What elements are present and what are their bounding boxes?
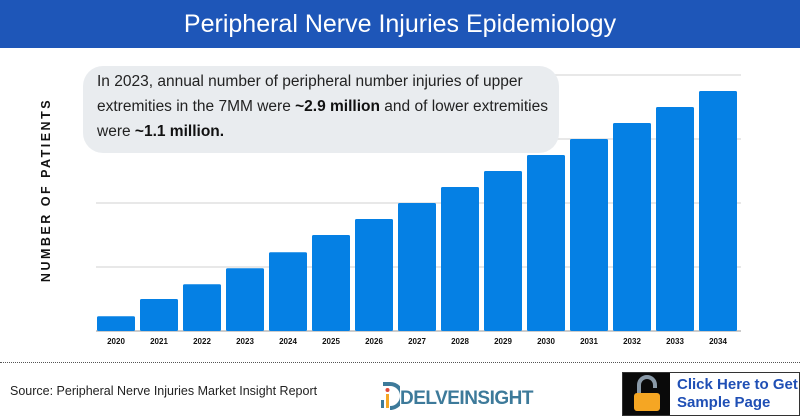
bar-2026 <box>355 219 393 331</box>
bar-chart: 2020 2021 2022 2023 2024 2025 2026 2027 2028 2029… <box>96 74 741 346</box>
callout-text: In 2023, annual number of peripheral num… <box>97 73 523 115</box>
footer-divider <box>0 362 800 363</box>
x-tick-label: 2026 <box>365 337 383 346</box>
callout-highlight-lower: ~1.1 million. <box>134 123 225 140</box>
x-tick-label: 2024 <box>279 337 297 346</box>
y-axis-label: NUMBER OF PATIENTS <box>39 97 53 283</box>
bar-2028 <box>441 187 479 331</box>
bar-2023 <box>226 268 264 331</box>
x-tick-label: 2027 <box>408 337 426 346</box>
x-tick-label: 2030 <box>537 337 555 346</box>
callout-box: In 2023, annual number of peripheral num… <box>83 66 559 153</box>
x-tick-label: 2032 <box>623 337 641 346</box>
x-tick-label: 2020 <box>107 337 125 346</box>
callout-text: and of lower extremities were <box>97 98 548 140</box>
bar-2031 <box>570 139 608 331</box>
cta-line-2: Sample Page <box>677 394 771 411</box>
bar-2024 <box>269 252 307 331</box>
cta-line-1: Click Here to Get <box>677 376 798 393</box>
bar-2032 <box>613 123 651 331</box>
bar-2025 <box>312 235 350 331</box>
x-tick-label: 2028 <box>451 337 469 346</box>
source-note: Source: Peripheral Nerve Injuries Market… <box>10 384 318 398</box>
callout-highlight-upper: ~2.9 million <box>295 98 380 115</box>
x-tick-label: 2025 <box>322 337 340 346</box>
bar-2022 <box>183 284 221 331</box>
unlocked-padlock-icon <box>623 373 670 415</box>
bar-2020 <box>97 316 135 331</box>
delveinsight-logo: DELVEINSIGHT <box>380 376 534 410</box>
bar-2021 <box>140 299 178 331</box>
logo-text: DELVEINSIGHT <box>400 388 534 409</box>
x-tick-label: 2022 <box>193 337 211 346</box>
get-sample-page-button[interactable]: Click Here to Get Sample Page <box>622 372 800 416</box>
logo-mark-icon <box>381 382 400 410</box>
x-tick-label: 2029 <box>494 337 512 346</box>
page-title: Peripheral Nerve Injuries Epidemiology <box>0 0 800 48</box>
x-tick-label: 2031 <box>580 337 598 346</box>
bar-2030 <box>527 155 565 331</box>
x-tick-label: 2034 <box>709 337 727 346</box>
bar-2029 <box>484 171 522 331</box>
bar-2027 <box>398 203 436 331</box>
x-tick-label: 2023 <box>236 337 254 346</box>
bar-2033 <box>656 107 694 331</box>
x-tick-label: 2021 <box>150 337 168 346</box>
bar-2034 <box>699 91 737 331</box>
x-tick-label: 2033 <box>666 337 684 346</box>
